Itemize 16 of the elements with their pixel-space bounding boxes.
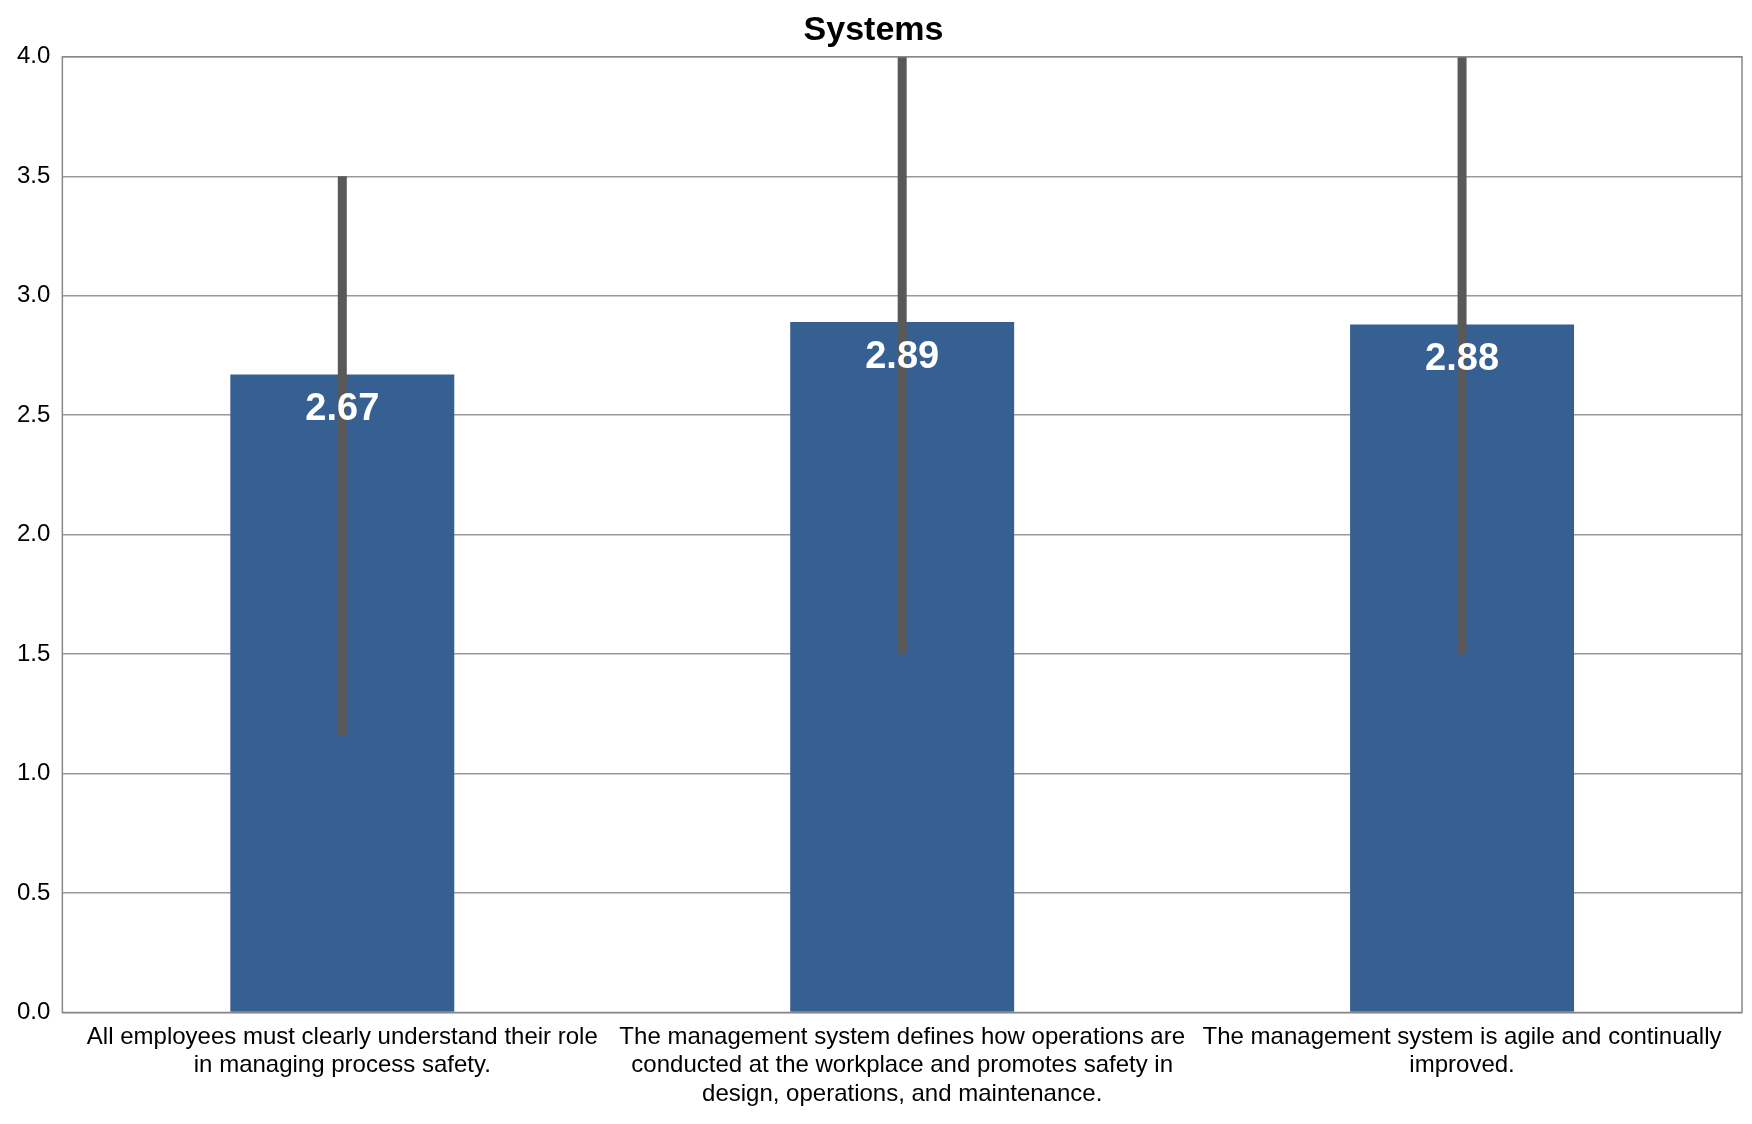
x-tick-label: The management system is agile and continually improved. [1202, 1021, 1722, 1078]
y-tick-label: 1.5 [16, 638, 51, 666]
x-tick-label: The management system defines how operations are conducted at the workplace and promotes safety in design, operations, and maintenance. [619, 1021, 1185, 1107]
y-tick-label: 3.5 [16, 160, 51, 188]
y-tick-label: 4.0 [16, 41, 51, 69]
y-tick-label: 1.0 [16, 758, 51, 786]
y-tick-label: 2.0 [16, 519, 51, 547]
y-tick-label: 0.0 [16, 997, 51, 1025]
y-tick-label: 2.5 [16, 399, 51, 427]
data-label: 2.67 [305, 386, 380, 429]
chart-title: Systems [803, 8, 944, 47]
data-label: 2.89 [865, 333, 940, 376]
y-tick-label: 0.5 [16, 877, 51, 905]
x-tick-label: All employees must clearly understand their role in managing process safety. [86, 1021, 598, 1078]
data-label: 2.88 [1425, 335, 1500, 378]
y-tick-label: 3.0 [16, 280, 51, 308]
